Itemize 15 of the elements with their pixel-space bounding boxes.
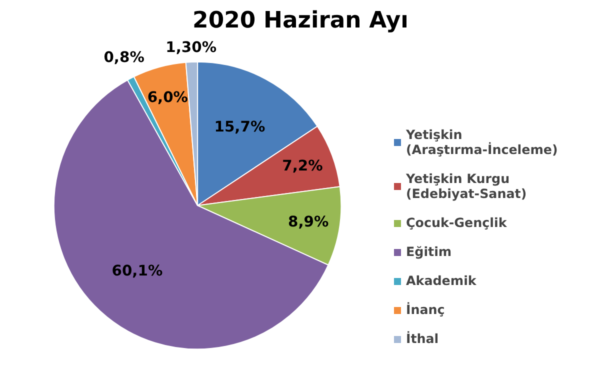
- chart-title: 2020 Haziran Ayı: [192, 8, 408, 34]
- legend-label: Yetişkin (Araştırma-İnceleme): [406, 127, 558, 157]
- legend-label: Çocuk-Gençlik: [406, 215, 507, 230]
- legend-label: İnanç: [406, 302, 445, 317]
- legend-label: Eğitim: [406, 244, 452, 259]
- data-label: 60,1%: [112, 262, 163, 280]
- legend-label: Yetişkin Kurgu (Edebiyat-Sanat): [406, 171, 527, 201]
- data-label: 0,8%: [104, 49, 145, 66]
- data-label: 8,9%: [288, 213, 329, 230]
- data-label: 6,0%: [147, 89, 188, 106]
- data-label: 7,2%: [282, 158, 324, 175]
- data-label: 15,7%: [214, 118, 266, 136]
- legend-label: İthal: [406, 331, 439, 346]
- legend-label: Akademik: [406, 273, 476, 288]
- data-label: 1,30%: [166, 39, 217, 56]
